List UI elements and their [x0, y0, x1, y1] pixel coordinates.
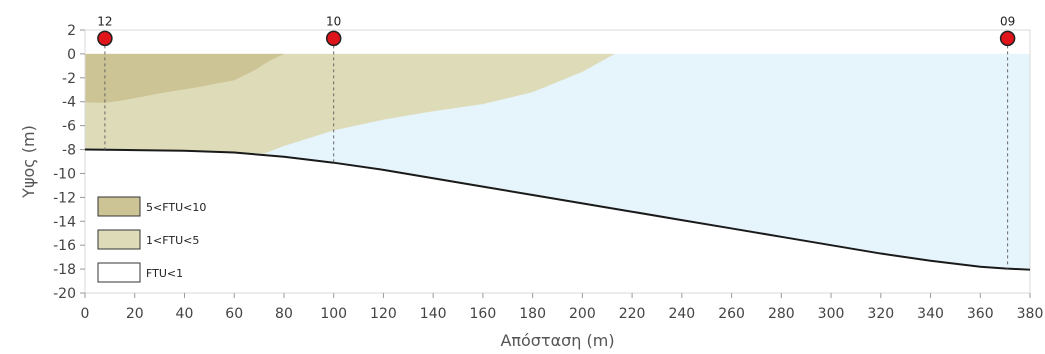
plot-lines	[84, 29, 1031, 294]
y-tick-label: -12	[53, 190, 76, 206]
x-tick-label: 280	[768, 306, 795, 322]
x-tick-label: 160	[470, 306, 497, 322]
x-axis-title: Απόσταση (m)	[500, 331, 614, 350]
legend-swatch	[97, 262, 141, 283]
legend: 5<FTU<10 1<FTU<5 FTU<1	[97, 196, 206, 283]
y-axis-ticks: 2 0 -2 -4 -6 -8 -10 -12 -14 -16 -18 -20	[53, 23, 85, 302]
x-tick-label: 340	[917, 306, 944, 322]
station-label-12: 12	[97, 14, 112, 28]
plot-areas	[85, 53, 1030, 270]
y-axis-title: Υψος (m)	[19, 125, 38, 199]
stations: 12 10 09	[97, 14, 1016, 269]
y-tick-label: 2	[67, 23, 76, 39]
y-tick-label: -20	[53, 286, 76, 302]
x-tick-label: 300	[818, 306, 845, 322]
station-label-10: 10	[326, 14, 341, 28]
x-axis-ticks: 0 20 40 60 80 100 120 140 160 180 200 220 240 260 280 3…	[81, 293, 1044, 322]
x-tick-label: 0	[81, 306, 90, 322]
y-tick-label: -2	[62, 71, 76, 87]
x-tick-label: 240	[668, 306, 695, 322]
y-tick-label: -10	[53, 166, 76, 182]
x-tick-label: 180	[519, 306, 546, 322]
legend-swatch	[97, 196, 141, 217]
y-tick-label: -4	[62, 95, 76, 111]
station-label-09: 09	[1000, 14, 1015, 28]
x-tick-label: 200	[569, 306, 596, 322]
x-tick-label: 40	[176, 306, 194, 322]
station-marker-12	[97, 30, 113, 47]
station-marker-09	[999, 30, 1016, 47]
x-tick-label: 100	[320, 306, 347, 322]
x-tick-label: 260	[718, 306, 745, 322]
x-tick-label: 20	[126, 306, 144, 322]
y-tick-label: -14	[53, 214, 76, 230]
legend-label: 1<FTU<5	[146, 234, 199, 247]
legend-label: FTU<1	[146, 267, 183, 280]
x-tick-label: 220	[619, 306, 646, 322]
plot-frame	[84, 29, 1031, 294]
station-marker-10	[325, 30, 342, 47]
x-tick-label: 320	[867, 306, 894, 322]
legend-swatch	[97, 229, 141, 250]
x-tick-label: 140	[420, 306, 447, 322]
y-tick-label: -16	[53, 238, 76, 254]
y-tick-label: -8	[62, 143, 76, 159]
x-tick-label: 380	[1017, 306, 1044, 322]
x-tick-label: 360	[967, 306, 994, 322]
y-tick-label: -18	[53, 262, 76, 278]
bottom-profile-line	[84, 148, 1031, 271]
x-tick-label: 80	[275, 306, 293, 322]
x-tick-label: 60	[225, 306, 243, 322]
y-tick-label: 0	[67, 47, 76, 63]
area-ftu-5-10	[85, 53, 284, 103]
legend-label: 5<FTU<10	[146, 201, 206, 214]
y-tick-label: -6	[62, 119, 76, 135]
x-tick-label: 120	[370, 306, 397, 322]
